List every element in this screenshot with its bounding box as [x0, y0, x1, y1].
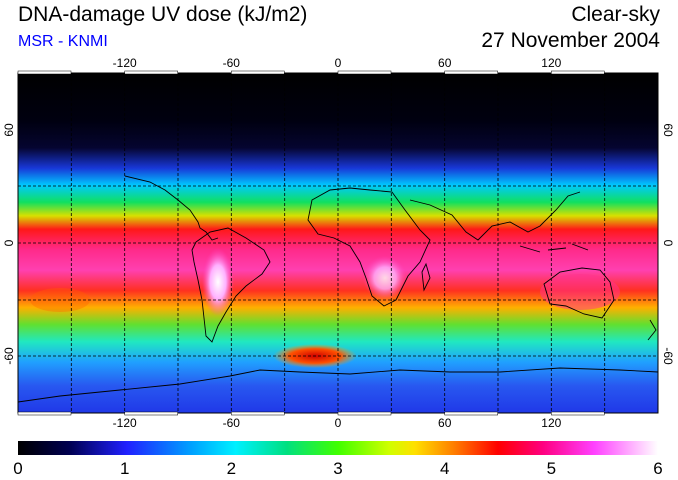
graticule [18, 73, 658, 413]
lon-label-top: -120 [113, 56, 137, 70]
colorbar-tick-label: 5 [547, 459, 556, 478]
lon-label-top: -60 [223, 56, 241, 70]
colorbar-tick-label: 4 [440, 459, 449, 478]
map-source: MSR - KNMI [18, 33, 108, 50]
coastlines [18, 175, 658, 403]
lon-label-top: 60 [438, 56, 452, 70]
lon-label-top: 0 [335, 56, 342, 70]
lat-label-left: 60 [2, 123, 16, 137]
lat-label-left: 0 [2, 239, 16, 246]
lat-label-right: 0 [661, 240, 675, 247]
lon-label-bottom: 0 [335, 416, 342, 430]
colorbar-tick-label: 0 [13, 459, 22, 478]
frame-ticks [17, 70, 605, 416]
lat-label-left: -60 [2, 347, 16, 365]
lon-label-top: 120 [541, 56, 561, 70]
colorbar-tick-label: 1 [120, 459, 129, 478]
lat-label-right: -60 [661, 347, 675, 365]
colorbar-tick-label: 2 [227, 459, 236, 478]
colorbar-tick-label: 3 [333, 459, 342, 478]
map-date: 27 November 2004 [481, 29, 660, 52]
colorbar [18, 441, 658, 455]
lon-label-bottom: -120 [113, 416, 137, 430]
colorbar-tick-label: 6 [653, 459, 662, 478]
lon-label-bottom: -60 [223, 416, 241, 430]
lon-label-bottom: 120 [541, 416, 561, 430]
sky-condition: Clear-sky [571, 3, 660, 26]
map-title: DNA-damage UV dose (kJ/m2) [18, 3, 308, 26]
lon-label-bottom: 60 [438, 416, 452, 430]
lat-label-right: 60 [661, 123, 675, 137]
